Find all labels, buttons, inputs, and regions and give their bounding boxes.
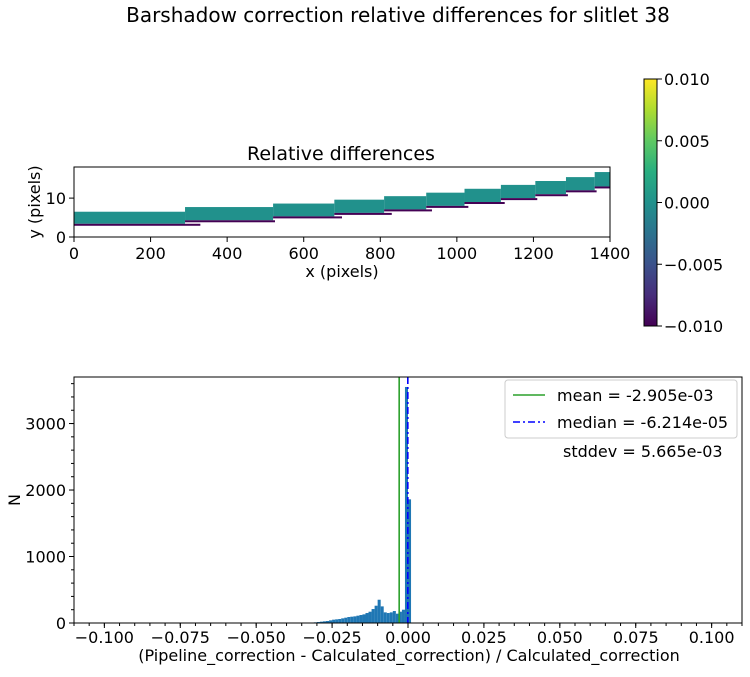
legend-mean-label: mean = -2.905e-03 bbox=[557, 386, 714, 405]
heatmap-edge-step bbox=[535, 194, 568, 196]
colorbar: 0.010 0.005 0.000 −0.005 −0.010 bbox=[644, 70, 723, 336]
histogram-bar bbox=[387, 613, 390, 623]
heatmap-edge-step bbox=[273, 216, 342, 218]
histogram-bar bbox=[335, 619, 338, 623]
histogram-x-tick-label: −0.025 bbox=[302, 628, 361, 647]
histogram-bar bbox=[375, 606, 378, 623]
histogram-x-tick-label: 0.000 bbox=[385, 628, 431, 647]
legend-median-label: median = -6.214e-05 bbox=[557, 413, 728, 432]
colorbar-tick-label: 0.005 bbox=[664, 132, 710, 151]
histogram-y-tick-label: 2000 bbox=[25, 481, 66, 500]
heatmap-x-tick-label: 400 bbox=[212, 244, 243, 263]
colorbar-tick-label: −0.010 bbox=[664, 317, 723, 336]
heatmap-edge-step bbox=[595, 186, 610, 188]
histogram-bar bbox=[362, 614, 365, 623]
heatmap-x-tick-label: 1000 bbox=[436, 244, 477, 263]
heatmap-y-tick-label: 10 bbox=[46, 189, 66, 208]
colorbar-ticks: 0.010 0.005 0.000 −0.005 −0.010 bbox=[657, 70, 723, 336]
heatmap-edge-step bbox=[185, 220, 275, 222]
histogram-bar bbox=[381, 606, 384, 623]
histogram-y-label: N bbox=[5, 494, 24, 506]
histogram-bar bbox=[393, 611, 396, 623]
histogram-x-tick-label: 0.100 bbox=[689, 628, 735, 647]
heatmap-y-tick-label: 0 bbox=[56, 228, 66, 247]
histogram-bar bbox=[372, 609, 375, 623]
heatmap-band-step bbox=[535, 181, 566, 194]
heatmap-y-ticks: 0 10 bbox=[46, 189, 74, 247]
heatmap-x-label: x (pixels) bbox=[305, 262, 378, 281]
histogram-bar bbox=[350, 617, 353, 623]
heatmap-band-step bbox=[384, 196, 426, 209]
histogram-bar bbox=[347, 617, 350, 623]
histogram-x-tick-label: −0.050 bbox=[227, 628, 286, 647]
histogram-x-ticks: −0.100 −0.075 −0.050 −0.025 0.000 0.025 0.050 0… bbox=[75, 623, 735, 647]
heatmap-edge-step bbox=[426, 206, 468, 208]
histogram-y-tick-label: 0 bbox=[56, 614, 66, 633]
colorbar-tick-label: 0.010 bbox=[664, 70, 710, 89]
heatmap-x-tick-label: 200 bbox=[135, 244, 166, 263]
heatmap-y-label: y (pixels) bbox=[25, 165, 44, 238]
stddev-annotation: stddev = 5.665e-03 bbox=[563, 442, 723, 461]
heatmap-band-step bbox=[334, 200, 384, 213]
histogram-x-tick-label: −0.100 bbox=[75, 628, 134, 647]
histogram-bar bbox=[378, 600, 381, 623]
histogram-bar bbox=[353, 616, 356, 623]
histogram-bar bbox=[341, 618, 344, 623]
heatmap-band-step bbox=[566, 177, 595, 190]
histogram-bar bbox=[390, 612, 393, 623]
figure-title: Barshadow correction relative difference… bbox=[126, 3, 670, 27]
heatmap-edge-step bbox=[566, 190, 597, 192]
heatmap-band-step bbox=[74, 212, 185, 224]
colorbar-tick-label: −0.005 bbox=[664, 255, 723, 274]
histogram-bar bbox=[369, 612, 372, 623]
heatmap-x-tick-label: 600 bbox=[288, 244, 319, 263]
histogram-bar bbox=[365, 613, 368, 623]
heatmap-x-tick-label: 800 bbox=[365, 244, 396, 263]
heatmap-band-step bbox=[185, 207, 273, 220]
histogram-bar bbox=[356, 616, 359, 623]
heatmap-title: Relative differences bbox=[247, 143, 435, 165]
histogram-y-tick-label: 3000 bbox=[25, 415, 66, 434]
heatmap-edge-step bbox=[465, 202, 505, 204]
heatmap-x-ticks: 0 200 400 600 800 1000 1200 1400 bbox=[69, 237, 630, 263]
histogram-bar bbox=[402, 610, 405, 623]
heatmap-band-step bbox=[426, 193, 464, 206]
histogram-x-tick-label: 0.025 bbox=[461, 628, 507, 647]
heatmap-cells bbox=[74, 172, 610, 226]
heatmap-panel: Relative differences 0 200 400 600 800 1000 12… bbox=[25, 143, 630, 281]
histogram-x-tick-label: 0.075 bbox=[613, 628, 659, 647]
histogram-x-tick-label: 0.050 bbox=[537, 628, 583, 647]
histogram-x-tick-label: −0.075 bbox=[151, 628, 210, 647]
heatmap-band-step bbox=[501, 185, 535, 198]
histogram-bar bbox=[338, 619, 341, 623]
heatmap-band-step bbox=[465, 189, 501, 202]
heatmap-edge-step bbox=[384, 209, 432, 211]
heatmap-edge-step bbox=[334, 213, 391, 215]
histogram-x-label: (Pipeline_correction - Calculated_correc… bbox=[138, 646, 680, 666]
histogram-panel: −0.100 −0.075 −0.050 −0.025 0.000 0.025 0.050 0… bbox=[5, 377, 742, 666]
heatmap-x-tick-label: 1400 bbox=[590, 244, 631, 263]
colorbar-tick-label: 0.000 bbox=[664, 194, 710, 213]
heatmap-edge-step bbox=[74, 224, 200, 226]
histogram-y-ticks: 0 1000 2000 3000 bbox=[25, 415, 74, 633]
histogram-bars bbox=[311, 387, 411, 623]
heatmap-band-step bbox=[595, 172, 610, 186]
heatmap-x-tick-label: 0 bbox=[69, 244, 79, 263]
histogram-y-tick-label: 1000 bbox=[25, 548, 66, 567]
colorbar-gradient bbox=[644, 79, 657, 326]
heatmap-band-step bbox=[273, 204, 334, 217]
legend: mean = -2.905e-03 median = -6.214e-05 bbox=[505, 380, 737, 438]
histogram-bar bbox=[359, 615, 362, 623]
heatmap-x-tick-label: 1200 bbox=[513, 244, 554, 263]
histogram-bar bbox=[384, 612, 387, 623]
histogram-bar bbox=[344, 618, 347, 623]
heatmap-edge-step bbox=[501, 198, 537, 200]
